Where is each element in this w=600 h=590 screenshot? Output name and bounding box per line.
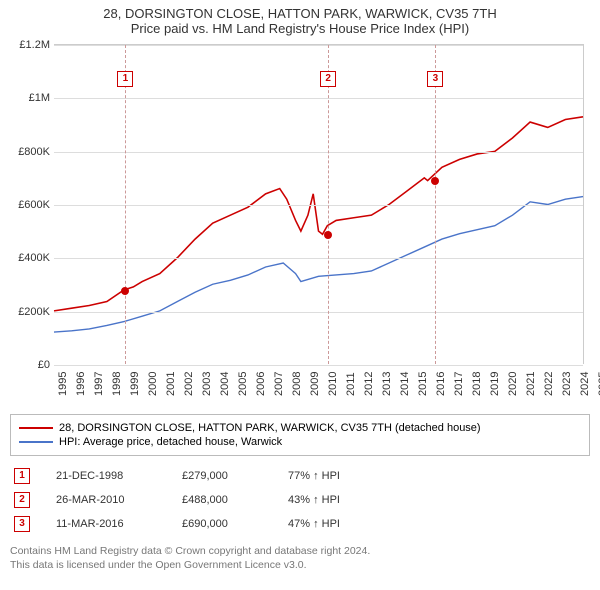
x-axis-label: 2020 <box>507 372 519 396</box>
x-axis-label: 2012 <box>363 372 375 396</box>
x-axis-label: 1997 <box>93 372 105 396</box>
event-marker-box: 2 <box>320 71 336 87</box>
event-hpi-pct: 77% ↑ HPI <box>288 470 398 482</box>
legend-label: HPI: Average price, detached house, Warw… <box>59 436 282 448</box>
x-axis-label: 2011 <box>345 372 357 396</box>
x-axis-label: 2003 <box>201 372 213 396</box>
x-axis-label: 2007 <box>273 372 285 396</box>
event-date: 11-MAR-2016 <box>56 518 156 530</box>
x-axis-label: 1995 <box>57 372 69 396</box>
event-dot <box>431 177 439 185</box>
event-row: 3 11-MAR-2016 £690,000 47% ↑ HPI <box>10 512 590 536</box>
y-gridline <box>54 152 583 153</box>
x-axis-label: 2015 <box>417 372 429 396</box>
event-table: 1 21-DEC-1998 £279,000 77% ↑ HPI 2 26-MAR-201… <box>10 464 590 536</box>
legend: 28, DORSINGTON CLOSE, HATTON PARK, WARWI… <box>10 414 590 456</box>
x-axis-label: 2023 <box>561 372 573 396</box>
y-gridline <box>54 45 583 46</box>
x-axis-label: 2005 <box>237 372 249 396</box>
footnote: Contains HM Land Registry data © Crown c… <box>10 544 590 572</box>
page: 28, DORSINGTON CLOSE, HATTON PARK, WARWI… <box>0 0 600 580</box>
event-vline <box>435 45 436 364</box>
title-line-1: 28, DORSINGTON CLOSE, HATTON PARK, WARWI… <box>10 6 590 21</box>
y-axis-label: £1.2M <box>10 39 50 51</box>
x-axis-label: 1999 <box>129 372 141 396</box>
event-price: £279,000 <box>182 470 262 482</box>
x-axis-label: 2008 <box>291 372 303 396</box>
y-axis-label: £800K <box>10 146 50 158</box>
chart: £0£200K£400K£600K£800K£1M£1.2M1995199619… <box>54 44 584 364</box>
event-vline <box>125 45 126 364</box>
event-number: 1 <box>14 468 30 484</box>
x-axis-label: 2014 <box>399 372 411 396</box>
event-marker-box: 1 <box>117 71 133 87</box>
event-date: 26-MAR-2010 <box>56 494 156 506</box>
legend-label: 28, DORSINGTON CLOSE, HATTON PARK, WARWI… <box>59 422 481 434</box>
y-gridline <box>54 258 583 259</box>
x-axis-label: 1996 <box>75 372 87 396</box>
legend-row: 28, DORSINGTON CLOSE, HATTON PARK, WARWI… <box>19 421 581 435</box>
event-dot <box>324 231 332 239</box>
event-hpi-pct: 47% ↑ HPI <box>288 518 398 530</box>
x-axis-label: 2017 <box>453 372 465 396</box>
x-axis-label: 2002 <box>183 372 195 396</box>
x-axis-label: 2009 <box>309 372 321 396</box>
legend-swatch <box>19 427 53 429</box>
x-axis-label: 2010 <box>327 372 339 396</box>
plot-area: £0£200K£400K£600K£800K£1M£1.2M1995199619… <box>54 44 584 364</box>
x-axis-label: 2016 <box>435 372 447 396</box>
event-price: £690,000 <box>182 518 262 530</box>
event-marker-box: 3 <box>427 71 443 87</box>
x-axis-label: 2001 <box>165 372 177 396</box>
series-line <box>54 117 583 311</box>
x-axis-label: 2022 <box>543 372 555 396</box>
footnote-line-2: This data is licensed under the Open Gov… <box>10 558 590 572</box>
y-gridline <box>54 98 583 99</box>
event-row: 1 21-DEC-1998 £279,000 77% ↑ HPI <box>10 464 590 488</box>
y-axis-label: £0 <box>10 359 50 371</box>
x-axis-label: 2024 <box>579 372 591 396</box>
y-axis-label: £600K <box>10 199 50 211</box>
legend-swatch <box>19 441 53 443</box>
event-number: 2 <box>14 492 30 508</box>
legend-row: HPI: Average price, detached house, Warw… <box>19 435 581 449</box>
x-axis-label: 1998 <box>111 372 123 396</box>
y-axis-label: £400K <box>10 252 50 264</box>
chart-title: 28, DORSINGTON CLOSE, HATTON PARK, WARWI… <box>10 6 590 36</box>
y-axis-label: £200K <box>10 306 50 318</box>
x-axis-label: 2004 <box>219 372 231 396</box>
x-axis-label: 2006 <box>255 372 267 396</box>
y-gridline <box>54 365 583 366</box>
footnote-line-1: Contains HM Land Registry data © Crown c… <box>10 544 590 558</box>
event-row: 2 26-MAR-2010 £488,000 43% ↑ HPI <box>10 488 590 512</box>
event-price: £488,000 <box>182 494 262 506</box>
x-axis-label: 2018 <box>471 372 483 396</box>
event-vline <box>328 45 329 364</box>
y-gridline <box>54 312 583 313</box>
title-line-2: Price paid vs. HM Land Registry's House … <box>10 21 590 36</box>
x-axis-label: 2013 <box>381 372 393 396</box>
x-axis-label: 2000 <box>147 372 159 396</box>
event-date: 21-DEC-1998 <box>56 470 156 482</box>
x-axis-label: 2019 <box>489 372 501 396</box>
x-axis-label: 2021 <box>525 372 537 396</box>
y-axis-label: £1M <box>10 92 50 104</box>
y-gridline <box>54 205 583 206</box>
event-hpi-pct: 43% ↑ HPI <box>288 494 398 506</box>
event-number: 3 <box>14 516 30 532</box>
event-dot <box>121 287 129 295</box>
